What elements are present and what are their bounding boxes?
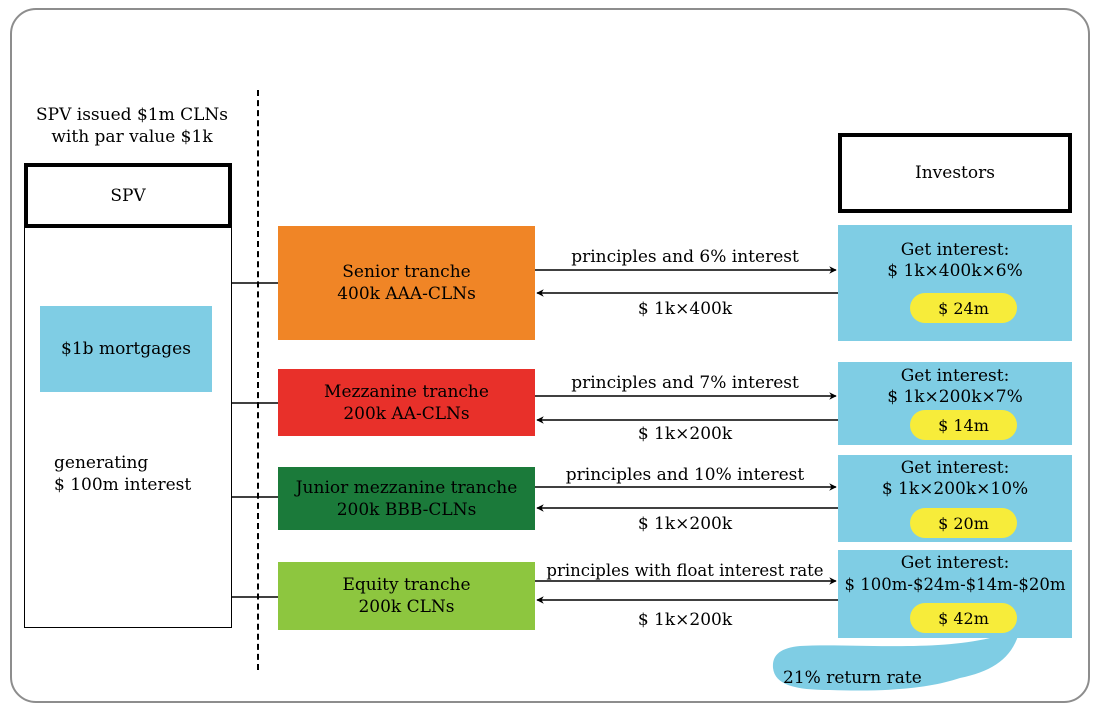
investor-senior-formula: $ 1k×400k×6% (887, 261, 1023, 281)
investor-mezzanine-get-interest: Get interest: (900, 366, 1010, 386)
tranche-equity-name: Equity tranche (342, 575, 471, 595)
tranche-senior: Senior tranche 400k AAA-CLNs (278, 226, 535, 340)
tranche-mezzanine: Mezzanine tranche 200k AA-CLNs (278, 369, 535, 436)
investor-senior-get-interest: Get interest: (900, 240, 1010, 260)
divider-dashed-line (257, 90, 259, 670)
spv-heading-line1: SPV issued $1m CLNs (36, 105, 228, 125)
investor-equity-formula: $ 100m-$24m-$14m-$20m (844, 575, 1066, 594)
investor-senior-amount-text: $ 24m (938, 298, 989, 318)
spv-body (24, 228, 232, 628)
equity-flow-in-label: $ 1k×200k (637, 610, 733, 630)
investor-mezzanine-amount-text: $ 14m (938, 415, 989, 435)
tranche-junior-mezzanine: Junior mezzanine tranche 200k BBB-CLNs (278, 467, 535, 530)
investor-junior-box: Get interest: $ 1k×200k×10% $ 20m (838, 455, 1072, 542)
investor-equity-amount: $ 42m (910, 603, 1017, 633)
spv-heading-line2: with par value $1k (51, 127, 213, 147)
investor-junior-amount-text: $ 20m (938, 513, 989, 533)
senior-flow-in-label: $ 1k×400k (637, 299, 733, 319)
mezzanine-flow-in-label: $ 1k×200k (637, 424, 733, 444)
investors-box: Investors (838, 133, 1072, 213)
return-rate-callout: 21% return rate (783, 668, 922, 688)
spv-box: SPV (24, 163, 232, 228)
tranche-junior-notes: 200k BBB-CLNs (336, 499, 477, 520)
senior-flow-out-label: principles and 6% interest (571, 247, 799, 267)
tranche-junior-name: Junior mezzanine tranche (295, 477, 518, 498)
investor-mezzanine-box: Get interest: $ 1k×200k×7% $ 14m (838, 362, 1072, 445)
diagram-frame (10, 8, 1090, 703)
investor-senior-amount: $ 24m (910, 293, 1017, 323)
investor-equity-box: Get interest: $ 100m-$24m-$14m-$20m $ 42… (838, 550, 1072, 638)
mezzanine-flow-out-label: principles and 7% interest (571, 373, 799, 393)
investor-mezzanine-amount: $ 14m (910, 410, 1017, 440)
mortgages-label: $1b mortgages (61, 339, 191, 359)
tranche-mezzanine-name: Mezzanine tranche (324, 381, 489, 402)
generating-callout: generating $ 100m interest (54, 452, 191, 496)
generating-line2: $ 100m interest (54, 475, 192, 495)
investor-junior-get-interest: Get interest: (900, 458, 1010, 478)
investor-equity-get-interest: Get interest: (900, 553, 1010, 573)
investor-junior-formula: $ 1k×200k×10% (881, 479, 1029, 499)
generating-line1: generating (54, 453, 149, 473)
mortgages-box: $1b mortgages (40, 306, 212, 392)
tranche-senior-name: Senior tranche (342, 262, 471, 282)
junior-flow-out-label: principles and 10% interest (565, 465, 805, 485)
investor-senior-box: Get interest: $ 1k×400k×6% $ 24m (838, 225, 1072, 341)
junior-flow-in-label: $ 1k×200k (637, 514, 733, 534)
tranche-equity: Equity tranche 200k CLNs (278, 562, 535, 630)
spv-heading: SPV issued $1m CLNs with par value $1k (16, 104, 248, 148)
spv-label: SPV (110, 185, 146, 206)
investor-equity-amount-text: $ 42m (938, 608, 989, 628)
equity-flow-out-label: principles with float interest rate (546, 561, 824, 580)
investor-mezzanine-formula: $ 1k×200k×7% (887, 387, 1023, 407)
investor-junior-amount: $ 20m (910, 508, 1017, 538)
tranche-equity-notes: 200k CLNs (358, 597, 455, 617)
return-rate-callout-shape (772, 636, 1018, 691)
tranche-senior-notes: 400k AAA-CLNs (337, 284, 476, 304)
tranche-mezzanine-notes: 200k AA-CLNs (343, 403, 470, 424)
investors-label: Investors (915, 163, 995, 183)
